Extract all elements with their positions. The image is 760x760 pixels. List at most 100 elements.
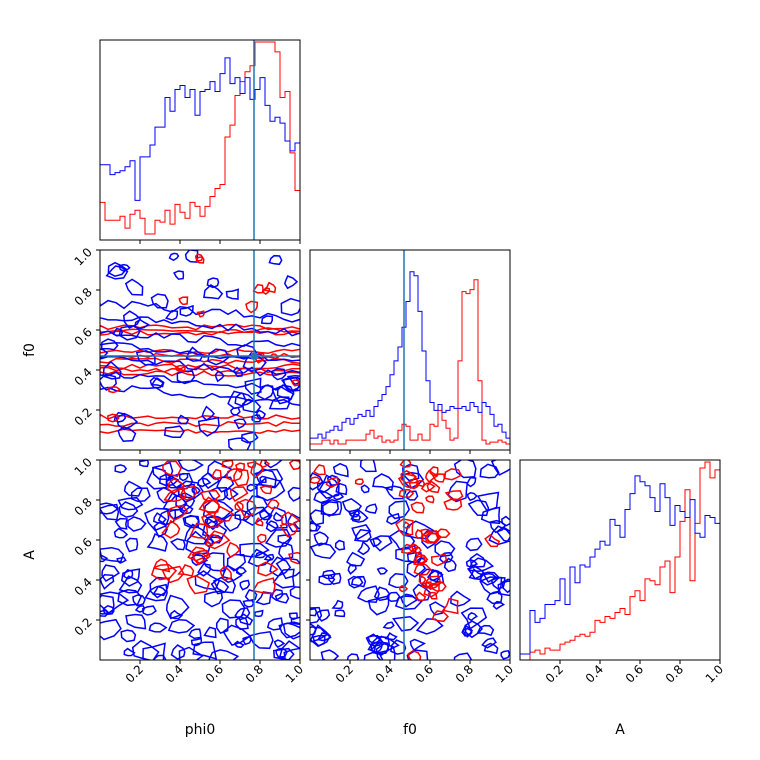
contour-series-2	[259, 475, 267, 484]
contour-series-1	[256, 533, 267, 544]
contour-series-2	[461, 624, 474, 637]
contour-series-1	[167, 504, 189, 522]
contour-series-2	[376, 567, 388, 575]
contour-series-2	[203, 590, 224, 608]
contour-series-2	[350, 513, 362, 521]
contour-series-1	[201, 513, 223, 529]
contour-series-2	[332, 462, 349, 478]
contour-series-2	[204, 537, 214, 548]
contour-series-2	[351, 508, 369, 523]
contour-series-2	[500, 515, 510, 527]
contour-series-2	[100, 316, 300, 337]
x-tick-label-A: 0.6	[623, 662, 646, 685]
contour-series-1	[418, 575, 427, 585]
contour-series-2	[270, 367, 287, 381]
contour-series-2	[453, 460, 477, 479]
xlabel-f0: f0	[403, 722, 417, 738]
contour-series-2	[450, 590, 472, 607]
contour-series-1	[426, 532, 442, 544]
contour-series-2	[320, 499, 343, 516]
contour-series-1	[431, 610, 449, 623]
contour-series-2	[318, 574, 336, 586]
contour-series-2	[227, 437, 252, 450]
contour-series-2	[115, 412, 139, 431]
contour-series-2	[406, 490, 419, 501]
contour-series-2	[501, 578, 510, 594]
contour-series-1	[262, 287, 271, 296]
contour-series-1	[259, 460, 271, 469]
contour-series-2	[146, 533, 168, 552]
contour-series-2	[467, 499, 490, 517]
contour-series-2	[215, 617, 229, 634]
x-tick-label-A: 0.4	[583, 662, 606, 685]
contour-series-2	[168, 252, 180, 262]
contour-series-1	[245, 300, 259, 314]
contour-series-2	[102, 360, 122, 380]
contour-series-1	[100, 428, 300, 434]
hist-A-series-1	[520, 461, 720, 660]
contour-series-2	[263, 553, 275, 561]
contour-series-2	[248, 630, 274, 650]
contour-series-2	[203, 626, 217, 639]
contour-series-2	[310, 520, 322, 532]
contour-series-1	[100, 327, 300, 334]
frame-joint-f0-A	[309, 459, 511, 661]
contour-series-2	[178, 472, 189, 482]
contour-series-2	[120, 568, 141, 587]
contour-series-2	[113, 527, 129, 539]
contour-series-2	[335, 482, 348, 496]
contour-series-2	[207, 487, 229, 502]
contour-series-2	[207, 460, 233, 480]
contour-series-2	[274, 593, 290, 604]
contour-series-1	[219, 565, 232, 581]
contour-series-2	[310, 622, 317, 636]
contour-series-2	[102, 604, 115, 615]
y-tick-label-A: 0.2	[72, 615, 95, 638]
contour-series-2	[466, 492, 478, 502]
contour-series-2	[367, 594, 390, 616]
contour-series-2	[310, 542, 337, 559]
y-tick-label-f0: 1.0	[72, 245, 95, 268]
contour-series-2	[246, 495, 269, 518]
contour-series-2	[210, 578, 230, 595]
contour-series-2	[118, 501, 139, 518]
contour-series-2	[226, 553, 247, 572]
contour-series-2	[293, 519, 300, 530]
contour-series-2	[144, 583, 168, 602]
contour-series-1	[410, 501, 425, 514]
contour-series-2	[313, 531, 329, 547]
contour-series-2	[188, 628, 202, 640]
contour-series-1	[186, 574, 210, 595]
contour-series-2	[134, 318, 150, 330]
x-tick-label-f0: 0.8	[453, 662, 476, 685]
contour-series-1	[430, 553, 448, 567]
contour-series-2	[490, 460, 510, 476]
contour-series-2	[173, 270, 185, 280]
contour-series-2	[164, 309, 179, 321]
frame-hist-f0	[309, 249, 511, 451]
contour-series-2	[251, 414, 262, 423]
contour-series-1	[150, 563, 178, 581]
contour-series-2	[268, 254, 283, 266]
contour-series-2	[334, 539, 346, 551]
contour-series-2	[370, 641, 383, 655]
contour-series-1	[187, 546, 211, 562]
contour-series-2	[313, 489, 334, 504]
contour-series-2	[255, 468, 277, 489]
contour-series-1	[415, 591, 427, 601]
contour-series-1	[255, 517, 264, 527]
contour-series-1	[420, 581, 432, 589]
contour-series-2	[100, 341, 300, 362]
contour-series-2	[331, 599, 344, 610]
x-tick-label-phi0: 0.8	[243, 662, 266, 685]
xlabel-phi0: phi0	[185, 722, 216, 738]
contour-series-1	[290, 379, 300, 387]
contour-series-2	[258, 509, 273, 521]
contour-series-2	[409, 638, 427, 652]
contour-series-2	[142, 642, 166, 660]
x-tick-label-f0: 0.6	[413, 662, 436, 685]
contour-series-2	[310, 606, 323, 624]
frame-joint-phi0-A	[99, 459, 301, 661]
contour-series-1	[257, 561, 279, 577]
